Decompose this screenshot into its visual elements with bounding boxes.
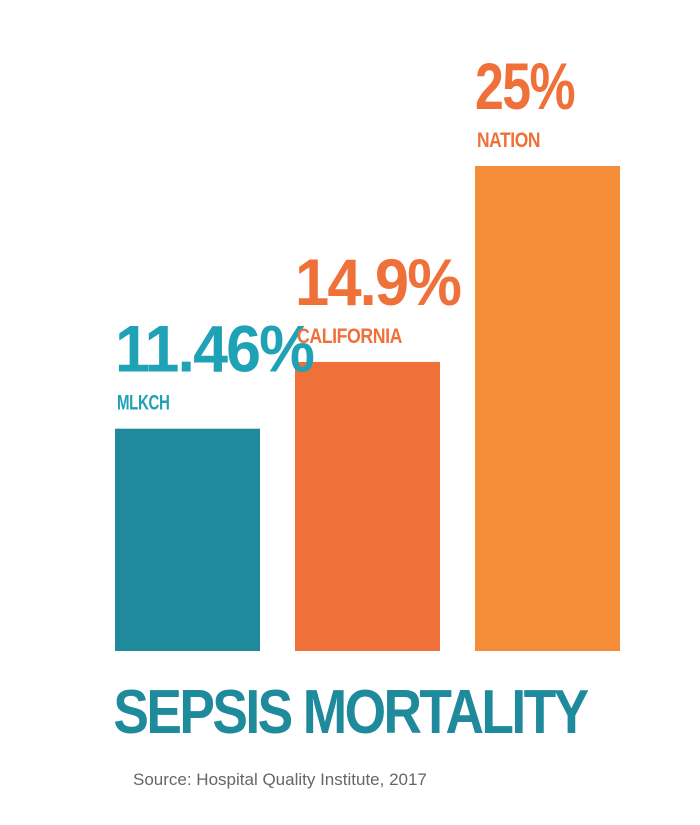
- bar-mlkch: [115, 428, 260, 651]
- bar-labels: MLKCH 11.46%CALIFORNIA 14.9% NATION 25%: [115, 49, 576, 415]
- bars: [115, 166, 620, 651]
- category-label-california: CALIFORNIA: [297, 325, 402, 348]
- bar-california: [295, 361, 440, 651]
- value-label-mlkch: 11.46%: [115, 312, 313, 386]
- bar-nation: [475, 166, 620, 651]
- value-label-california: 14.9%: [295, 245, 460, 319]
- category-label-mlkch: MLKCH: [117, 392, 170, 415]
- category-label-nation: NATION: [477, 129, 540, 152]
- chart-title: SEPSIS MORTALITY: [113, 678, 589, 747]
- source-note: Source: Hospital Quality Institute, 2017: [133, 770, 427, 789]
- value-label-nation: 25%: [475, 49, 574, 123]
